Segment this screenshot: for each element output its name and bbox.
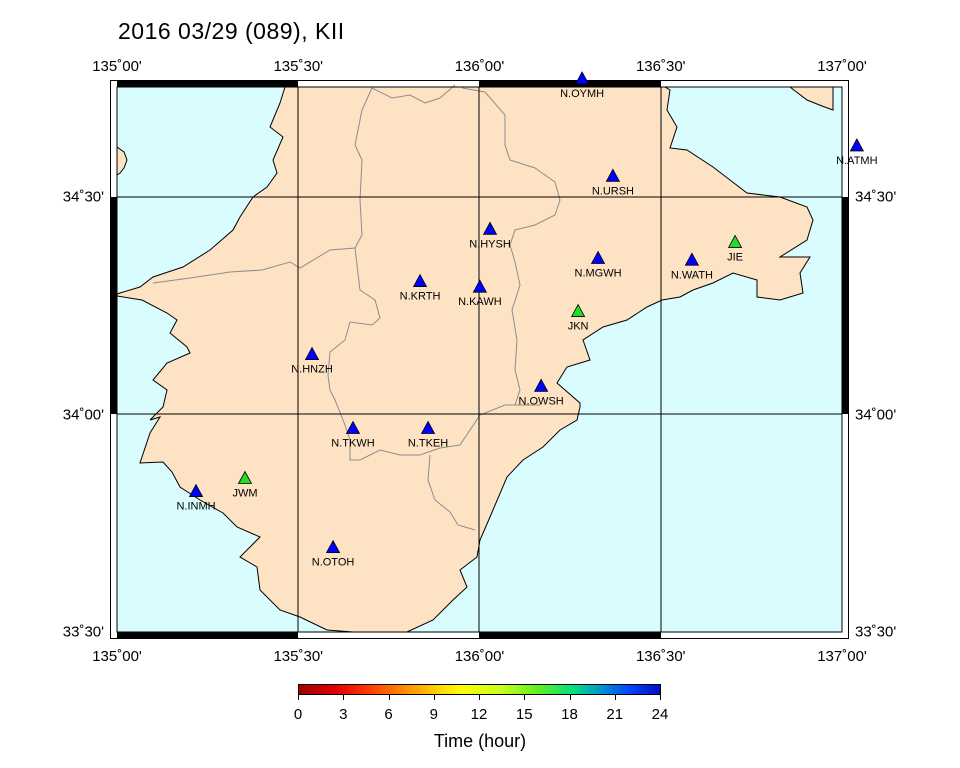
colorbar-tick-mark: [298, 695, 299, 700]
colorbar-tick-label: 24: [651, 706, 669, 723]
station-n-oymh: N.OYMH: [560, 71, 604, 100]
tick-label-top: 136˚00': [454, 58, 505, 75]
border-line: [152, 87, 373, 284]
station-triangle-icon: [482, 221, 498, 235]
colorbar-tick-mark: [524, 695, 526, 700]
station-jwm: JWM: [232, 470, 257, 500]
station-label: N.ATMH: [836, 155, 877, 167]
station-triangle-icon: [574, 71, 590, 85]
colorbar-tick-label: 18: [561, 706, 578, 723]
station-n-hnzh: N.HNZH: [291, 346, 333, 376]
station-label: N.INMH: [176, 501, 215, 513]
station-n-wath: N.WATH: [671, 252, 713, 281]
station-triangle-icon: [472, 279, 488, 293]
tick-label-top: 135˚30': [273, 58, 324, 75]
station-label: JIE: [727, 251, 743, 263]
station-label: N.TKWH: [331, 438, 374, 450]
station-triangle-icon: [345, 420, 361, 434]
station-triangle-icon: [237, 470, 253, 484]
station-triangle-icon: [188, 483, 204, 497]
station-n-mgwh: N.MGWH: [575, 250, 622, 280]
station-label: N.KAWH: [458, 296, 502, 308]
colorbar-tick-label: 0: [293, 706, 303, 723]
tick-label-bottom: 137˚00': [817, 648, 867, 665]
tick-label-bottom: 136˚00': [454, 648, 505, 665]
border-line: [427, 454, 476, 531]
colorbar-title: Time (hour): [433, 731, 527, 751]
station-triangle-icon: [420, 420, 436, 434]
station-n-atmh: N.ATMH: [836, 138, 878, 167]
station-n-otoh: N.OTOH: [312, 539, 355, 569]
station-triangle-icon: [590, 250, 606, 264]
colorbar-tick-label: 21: [606, 706, 624, 723]
tick-label-right: 34˚00': [855, 406, 897, 424]
map-title: 2016 03/29 (089), KII: [118, 18, 345, 44]
colorbar-tick-label: 6: [384, 706, 393, 723]
station-triangle-icon: [412, 273, 428, 287]
station-triangle-icon: [570, 303, 586, 317]
station-n-ursh: N.URSH: [592, 168, 634, 197]
station-jkn: JKN: [568, 303, 589, 333]
colorbar-tick-label: 12: [470, 706, 488, 723]
colorbar-tick-label: 3: [339, 706, 348, 723]
tick-label-right: 33˚30': [855, 623, 897, 641]
station-label: N.WATH: [671, 269, 713, 281]
station-n-tkeh: N.TKEH: [408, 420, 448, 450]
colorbar-tick-label: 9: [429, 706, 438, 723]
stations: N.OYMH N.URSH N.ATMH N.HYSH N.MGWH N.WATH JIE N…: [176, 71, 878, 569]
colorbar-tick-mark: [660, 695, 661, 700]
map-frame: [110, 80, 849, 639]
border-line: [371, 84, 456, 104]
colorbar-tick-mark: [569, 695, 571, 700]
station-label: N.URSH: [592, 185, 634, 197]
station-n-krth: N.KRTH: [400, 273, 441, 303]
graticule: [117, 87, 842, 632]
station-jie: JIE: [727, 234, 743, 263]
station-n-tkwh: N.TKWH: [331, 420, 375, 450]
colorbar-tick-mark: [343, 695, 345, 700]
station-triangle-icon: [684, 252, 700, 266]
station-label: JWM: [232, 488, 257, 500]
tick-label-top: 135˚00': [92, 58, 142, 75]
station-label: N.HYSH: [469, 238, 511, 250]
tick-label-left: 33˚30': [62, 623, 104, 641]
station-n-inmh: N.INMH: [176, 483, 216, 513]
station-triangle-icon: [325, 539, 341, 554]
tick-label-top: 137˚00': [817, 58, 867, 75]
tick-label-top: 136˚30': [635, 58, 686, 75]
station-triangle-icon: [727, 234, 743, 248]
colorbar-tick-label: 15: [515, 706, 533, 723]
tick-label-bottom: 135˚30': [273, 648, 324, 665]
tick-label-bottom: 136˚30': [635, 648, 686, 665]
station-n-owsh: N.OWSH: [519, 378, 564, 407]
colorbar-tick-mark: [388, 695, 390, 700]
station-triangle-icon: [605, 168, 621, 182]
station-triangle-icon: [533, 378, 549, 392]
station-label: N.OTOH: [312, 557, 355, 569]
colorbar: [298, 684, 661, 695]
colorbar-tick-mark: [433, 695, 435, 700]
station-label: N.OYMH: [560, 88, 604, 100]
colorbar-tick-mark: [479, 695, 480, 700]
tick-label-left: 34˚30': [62, 188, 104, 206]
border-line: [461, 87, 561, 406]
station-triangle-icon: [849, 138, 865, 152]
tick-label-left: 34˚00': [62, 406, 104, 424]
land: [116, 86, 834, 633]
station-label: N.KRTH: [400, 291, 441, 303]
station-label: N.OWSH: [519, 395, 564, 407]
station-label: JKN: [568, 321, 589, 333]
station-triangle-icon: [304, 346, 320, 361]
station-label: N.HNZH: [291, 364, 333, 376]
station-n-kawh: N.KAWH: [458, 279, 502, 308]
tick-label-right: 34˚30': [855, 188, 897, 206]
colorbar-tick-mark: [614, 695, 616, 700]
station-label: N.MGWH: [575, 268, 622, 280]
station-label: N.TKEH: [408, 438, 448, 450]
tick-label-bottom: 135˚00': [92, 648, 142, 665]
station-n-hysh: N.HYSH: [469, 221, 511, 250]
